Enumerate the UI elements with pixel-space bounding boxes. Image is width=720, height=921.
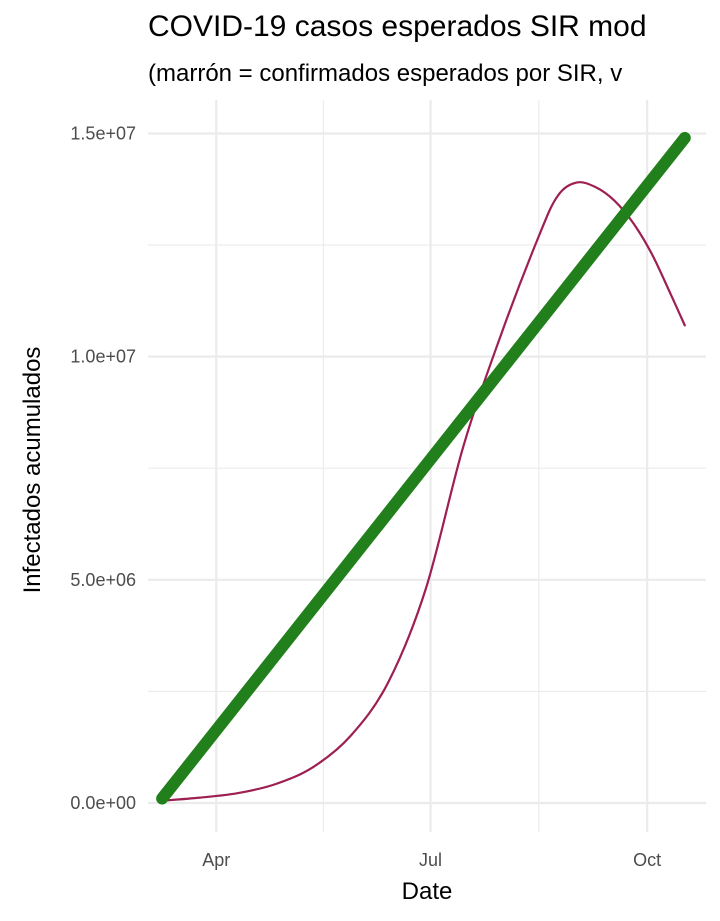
x-axis-title: Date [402, 878, 453, 905]
series-lines [156, 131, 691, 805]
series-line-linear [156, 131, 691, 805]
y-tick-label: 5.0e+06 [70, 570, 136, 590]
series-line-sir [161, 181, 686, 802]
x-tick-label: Oct [633, 850, 661, 870]
y-tick-label: 0.0e+00 [70, 793, 136, 813]
y-axis-title: Infectados acumulados [19, 347, 46, 594]
y-tick-label: 1.0e+07 [70, 347, 136, 367]
grid [148, 100, 706, 832]
chart-subtitle: (marrón = confirmados esperados por SIR,… [148, 60, 623, 87]
x-tick-label: Apr [202, 850, 230, 870]
tick-labels: 0.0e+00 5.0e+06 1.0e+07 1.5e+07 Apr Jul Oct [70, 123, 661, 870]
x-tick-label: Jul [419, 850, 442, 870]
y-tick-label: 1.5e+07 [70, 123, 136, 143]
chart-title: COVID-19 casos esperados SIR mod [148, 10, 647, 43]
